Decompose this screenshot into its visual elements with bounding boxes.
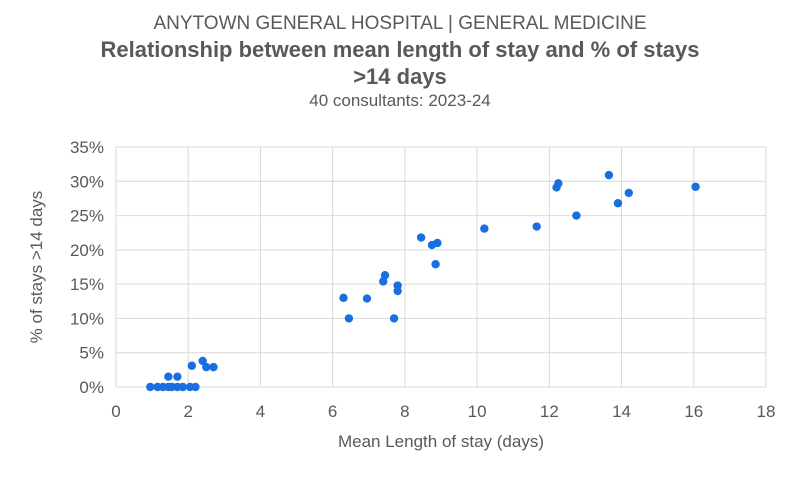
y-tick-label: 5% — [79, 344, 104, 363]
y-axis-label: % of stays >14 days — [27, 191, 46, 344]
data-point — [532, 222, 541, 231]
x-tick-label: 10 — [468, 402, 487, 421]
data-point — [389, 314, 399, 323]
data-point — [164, 372, 173, 381]
y-tick-label: 30% — [70, 172, 104, 191]
y-tick-label: 25% — [70, 207, 104, 226]
data-point — [344, 314, 354, 323]
y-tick-label: 35% — [70, 138, 104, 157]
x-tick-label: 0 — [111, 402, 120, 421]
data-point — [393, 286, 402, 296]
data-point — [191, 382, 200, 392]
data-point — [187, 361, 197, 370]
data-point — [691, 182, 700, 191]
data-point — [362, 294, 372, 303]
data-point — [416, 233, 426, 242]
x-tick-label: 14 — [612, 402, 631, 421]
chart-title: Relationship between mean length of stay… — [100, 37, 700, 89]
y-tick-label: 20% — [70, 241, 104, 260]
x-tick-label: 18 — [757, 402, 776, 421]
chart-title-block: ANYTOWN GENERAL HOSPITAL | GENERAL MEDIC… — [0, 12, 800, 112]
x-tick-label: 16 — [684, 402, 703, 421]
data-point — [480, 224, 489, 233]
x-tick-label: 8 — [400, 402, 409, 421]
data-point — [146, 382, 155, 392]
chart-subtitle: 40 consultants: 2023-24 — [309, 91, 491, 110]
data-point — [173, 372, 182, 381]
y-tick-label: 0% — [79, 378, 104, 397]
x-tick-label: 6 — [328, 402, 337, 421]
data-point — [572, 211, 581, 220]
data-point — [613, 199, 623, 208]
data-point — [202, 362, 211, 372]
y-tick-label: 15% — [70, 275, 104, 294]
data-point — [433, 238, 442, 248]
x-tick-label: 12 — [540, 402, 559, 421]
data-point — [198, 356, 207, 366]
data-point — [431, 260, 440, 269]
x-tick-label: 4 — [256, 402, 265, 421]
data-point — [339, 293, 348, 303]
data-point — [209, 362, 218, 372]
chart-supertitle: ANYTOWN GENERAL HOSPITAL | GENERAL MEDIC… — [153, 13, 647, 34]
y-tick-label: 10% — [70, 309, 104, 328]
x-axis-label: Mean Length of stay (days) — [338, 432, 544, 451]
x-tick-label: 2 — [183, 402, 192, 421]
data-point — [178, 382, 188, 392]
data-point — [554, 179, 563, 188]
data-point — [379, 277, 388, 286]
data-point — [624, 188, 633, 198]
data-point — [604, 170, 614, 180]
